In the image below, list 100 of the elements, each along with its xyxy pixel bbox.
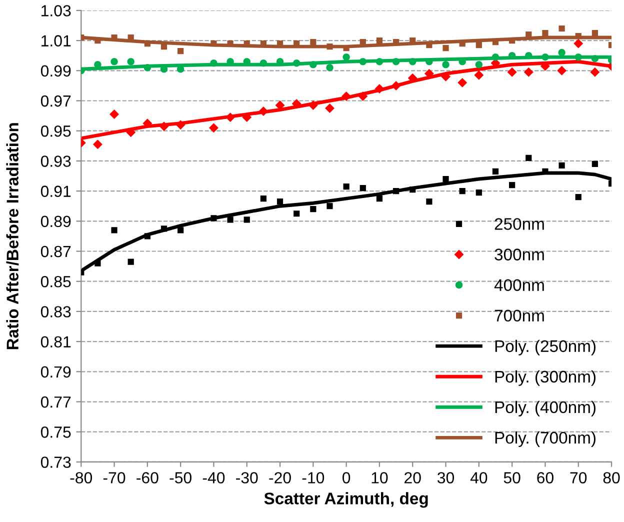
y-tick-label: 0.95 (40, 125, 71, 137)
point (459, 188, 466, 194)
point (360, 184, 366, 192)
point (475, 60, 483, 68)
point (260, 196, 266, 202)
point (294, 210, 300, 217)
point (276, 198, 284, 205)
point (111, 227, 118, 234)
point (178, 48, 184, 54)
x-tick-label: -70 (103, 472, 126, 484)
y-tick-label: 0.97 (40, 95, 71, 107)
point (210, 215, 217, 222)
y-axis-title: Ratio After/Before Irradiation (6, 123, 19, 350)
point (160, 122, 168, 131)
point (509, 182, 516, 188)
point (93, 140, 102, 149)
point (558, 25, 565, 32)
point (144, 64, 152, 72)
point (574, 39, 583, 48)
point (360, 38, 366, 46)
point (408, 74, 418, 83)
point (325, 104, 334, 113)
x-tick-label: -50 (170, 472, 192, 484)
y-tick-label: 0.79 (40, 366, 71, 378)
point (260, 59, 268, 67)
x-tick-label: 60 (537, 472, 554, 484)
point (592, 30, 598, 36)
point (442, 176, 449, 182)
x-tick-label: 30 (437, 472, 454, 484)
point (342, 92, 351, 101)
x-tick-label: -60 (136, 472, 158, 484)
point (310, 206, 316, 212)
point (310, 38, 316, 46)
point (343, 183, 350, 190)
legend-label: Poly. (700nm) (495, 431, 596, 447)
point (392, 188, 400, 194)
point (176, 120, 186, 130)
point (242, 112, 252, 122)
x-tick-label: 80 (603, 472, 620, 484)
legend-label: Poly. (300nm) (495, 370, 596, 386)
legend-label: 300nm (494, 248, 544, 260)
y-tick-label: 1.03 (42, 5, 71, 16)
point (442, 60, 450, 68)
point (526, 31, 532, 38)
point (476, 42, 482, 48)
point (210, 59, 218, 67)
point (492, 53, 500, 61)
point (310, 60, 317, 68)
y-tick-label: 1.01 (42, 35, 71, 46)
point (126, 128, 136, 137)
y-tick-label: 0.77 (40, 396, 71, 408)
x-tick-label: -30 (236, 472, 258, 484)
point (442, 45, 449, 52)
point (525, 52, 532, 60)
legend-label: Poly. (400nm) (495, 400, 596, 416)
x-tick-label: 70 (570, 472, 587, 484)
point (178, 227, 184, 234)
point (110, 110, 119, 119)
point (342, 53, 350, 61)
y-tick-label: 0.99 (40, 65, 71, 77)
point (526, 154, 532, 161)
point (575, 194, 582, 200)
point (160, 44, 168, 50)
y-tick-label: 0.89 (40, 216, 71, 228)
point (326, 64, 334, 72)
point (392, 81, 400, 90)
point (575, 32, 582, 40)
x-tick-label: -10 (302, 472, 324, 484)
point (441, 72, 450, 82)
point (127, 58, 134, 66)
point (128, 258, 134, 265)
x-tick-label: 20 (404, 472, 421, 484)
y-tick-label: 0.91 (40, 186, 71, 197)
point (474, 70, 484, 80)
y-tick-label: 0.75 (40, 426, 71, 438)
point (558, 48, 566, 56)
x-axis-title: Scatter Azimuth, deg (264, 492, 428, 508)
y-tick-label: 0.73 (40, 456, 71, 468)
x-tick-label: -20 (269, 472, 291, 484)
point (476, 190, 482, 196)
point (210, 40, 217, 47)
x-tick-label: -40 (202, 472, 225, 484)
legend-label: Poly. (250nm) (495, 340, 596, 356)
point (110, 58, 118, 66)
point (557, 66, 566, 76)
x-tick-label: 50 (504, 472, 520, 484)
y-tick-label: 0.83 (40, 306, 71, 318)
point (358, 92, 368, 101)
point (542, 53, 549, 61)
point (209, 123, 218, 132)
point (376, 196, 383, 202)
x-tick-label: -80 (70, 472, 92, 484)
point (410, 186, 416, 193)
point (426, 198, 432, 205)
point (524, 68, 534, 77)
point (508, 68, 517, 77)
legend-label: 400nm (494, 279, 544, 291)
point (591, 54, 599, 62)
y-tick-label: 0.85 (40, 276, 71, 288)
point (542, 30, 548, 36)
